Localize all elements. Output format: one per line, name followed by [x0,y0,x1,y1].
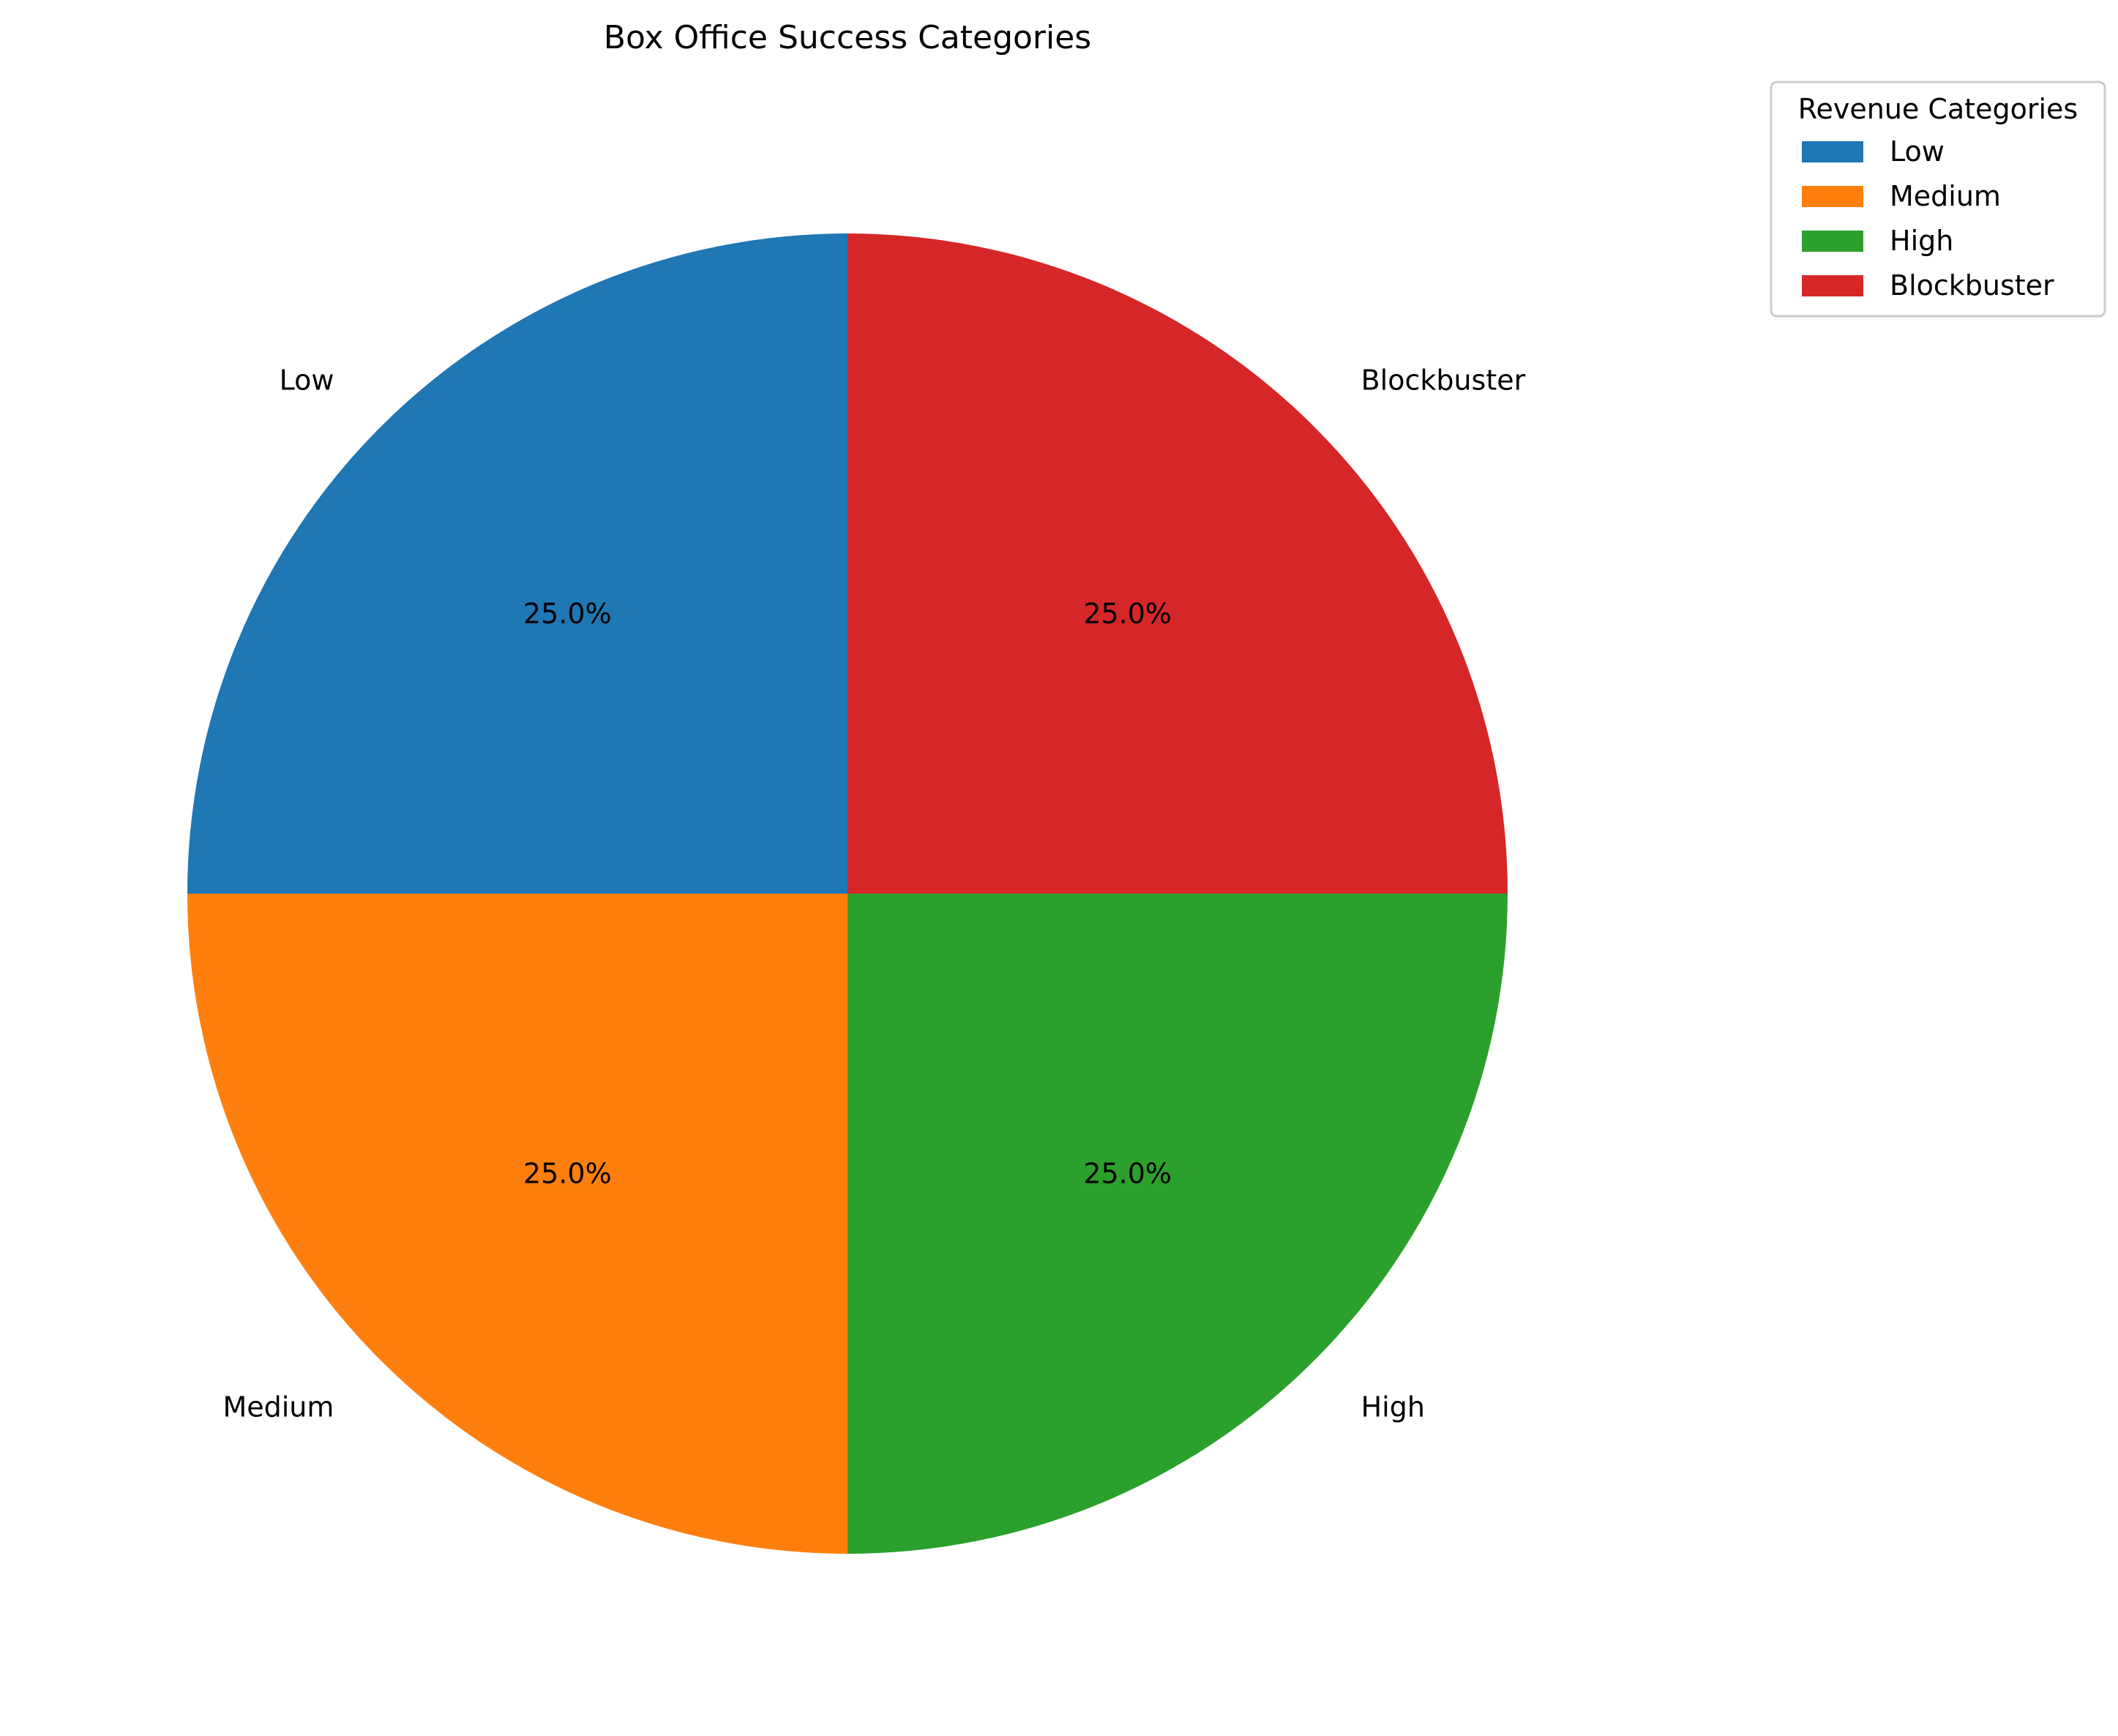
percent-label-blockbuster: 25.0% [1083,597,1172,629]
percent-label-medium: 25.0% [523,1158,612,1190]
legend-frame [1770,81,2106,318]
legend-swatch-low [1802,141,1863,162]
pie-slice-medium [187,894,847,1554]
pie-slice-low [187,233,847,894]
percent-labels: 25.0% 25.0% 25.0% 25.0% [523,597,1172,1189]
slice-labels: Low Medium High Blockbuster [222,364,1525,1423]
pie-slices [187,233,1508,1554]
legend-swatch-high [1802,231,1863,252]
legend-swatch-blockbuster [1802,275,1863,296]
slice-label-high: High [1361,1391,1425,1423]
pie-slice-high [847,894,1508,1554]
legend-label-medium: Medium [1890,180,2001,212]
legend-swatch-medium [1802,186,1863,207]
legend: Revenue Categories Low Medium High Blockbus… [1770,81,2106,318]
legend-label-high: High [1890,225,1953,257]
legend-label-blockbuster: Blockbuster [1890,269,2054,302]
percent-label-low: 25.0% [523,597,612,629]
legend-items: Low Medium High Blockbuster [1802,135,2054,302]
slice-label-blockbuster: Blockbuster [1361,364,1526,396]
slice-label-low: Low [280,364,334,396]
legend-label-low: Low [1890,135,1945,168]
pie-slice-blockbuster [847,233,1508,894]
slice-label-medium: Medium [222,1391,334,1423]
chart-title: Box Office Success Categories [604,19,1091,56]
legend-title: Revenue Categories [1798,93,2078,125]
percent-label-high: 25.0% [1083,1158,1172,1190]
